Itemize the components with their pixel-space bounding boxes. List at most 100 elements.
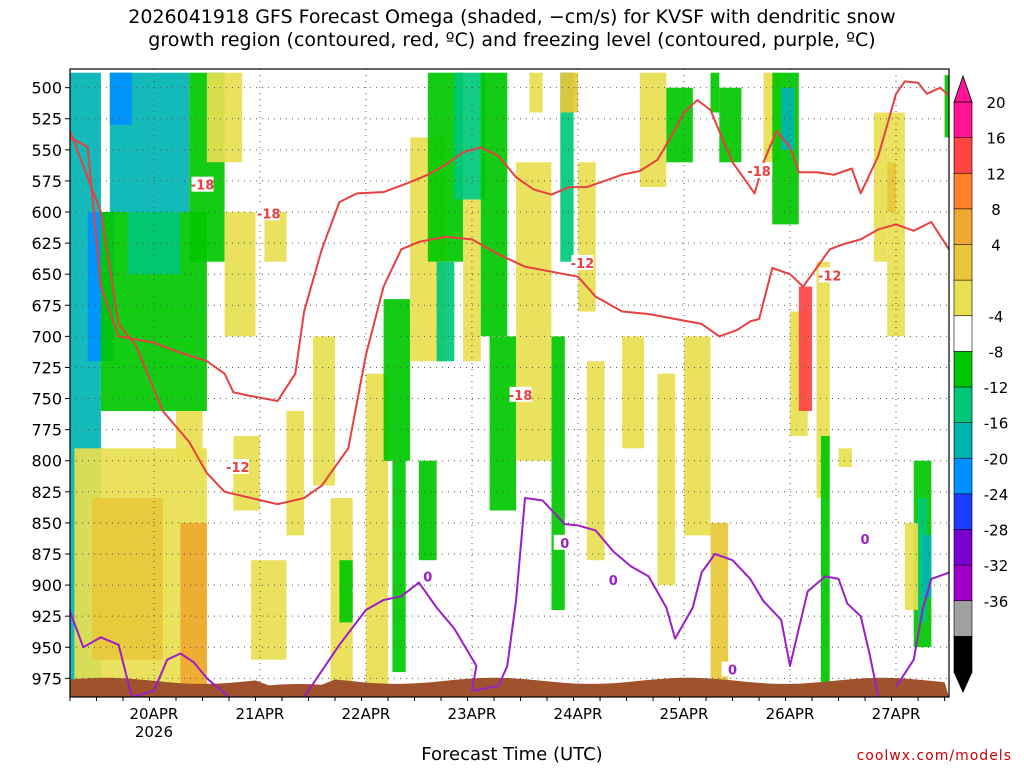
colorbar-swatch (954, 387, 972, 423)
colorbar-swatch (954, 102, 972, 138)
colorbar-bottom-arrow (954, 672, 972, 692)
omega-cell (339, 560, 352, 622)
y-tick-label: 650 (31, 265, 62, 284)
omega-cell (110, 73, 132, 125)
omega-cell (1011, 498, 1020, 660)
colorbar-swatch (954, 351, 972, 387)
colorbar-label: -32 (984, 557, 1009, 575)
colorbar-swatch (954, 636, 972, 672)
y-tick-label: 625 (31, 234, 62, 253)
omega-cell (92, 498, 163, 660)
omega-cell (251, 560, 286, 660)
colorbar-swatch (954, 245, 972, 281)
y-tick-label: 950 (31, 638, 62, 657)
omega-cell (419, 461, 437, 561)
omega-cell (666, 88, 693, 163)
contour-label: -12 (226, 461, 250, 476)
y-tick-label: 800 (31, 452, 62, 471)
contour-label: -18 (509, 389, 533, 404)
y-tick-label: 925 (31, 607, 62, 626)
colorbar-label: -20 (984, 450, 1009, 468)
omega-cell (1006, 361, 1019, 691)
colorbar-swatch (954, 423, 972, 459)
contour-label: 0 (423, 570, 432, 585)
contour-label: 0 (609, 574, 618, 589)
omega-cell (516, 162, 551, 461)
colorbar-label: 8 (991, 201, 1001, 219)
y-tick-label: 750 (31, 390, 62, 409)
omega-shading (70, 73, 1024, 697)
omega-cell (463, 200, 481, 362)
y-tick-label: 900 (31, 576, 62, 595)
omega-cell (1011, 523, 1020, 623)
omega-cell (384, 299, 411, 461)
colorbar-label: -12 (984, 379, 1009, 397)
y-tick-label: 600 (31, 203, 62, 222)
colorbar-label: 16 (986, 130, 1005, 148)
contour-label: -12 (818, 269, 842, 284)
colorbar-swatch (954, 138, 972, 174)
contour-label: -18 (747, 165, 771, 180)
colorbar-label: -28 (984, 522, 1009, 540)
omega-cell (529, 73, 542, 113)
omega-cell (719, 88, 741, 163)
chart: -18-18-18-18-18-18-12-12-12-1200000 5005… (0, 0, 1024, 768)
colorbar-swatch (954, 316, 972, 352)
contour-label: 0 (728, 664, 737, 679)
contour-label: 0 (861, 533, 870, 548)
x-tick-label: 23APR (448, 705, 497, 723)
y-tick-label: 675 (31, 296, 62, 315)
omega-cell (552, 336, 565, 610)
y-tick-label: 975 (31, 669, 62, 688)
omega-cell (711, 73, 720, 113)
colorbar-label: -36 (984, 593, 1009, 611)
contour-label: 0 (560, 537, 569, 552)
omega-cell (454, 73, 485, 200)
y-tick-label: 850 (31, 514, 62, 533)
y-tick-label: 500 (31, 79, 62, 98)
omega-cell (839, 448, 852, 467)
credit-link[interactable]: coolwx.com/models (857, 748, 1012, 764)
omega-cell (821, 436, 830, 685)
omega-cell (887, 162, 896, 212)
colorbar-swatch (954, 458, 972, 494)
omega-cell (923, 535, 932, 597)
x-tick-label: 20APR (130, 705, 179, 723)
colorbar-swatch (954, 601, 972, 637)
x-tick-label: 22APR (342, 705, 391, 723)
y-axis: 500 525 550 575 600 625 650 675 700 725 750 775 800 8… (31, 79, 70, 689)
x-tick-label: 24APR (554, 705, 603, 723)
colorbar-label: 12 (986, 165, 1005, 183)
x-tick-label: 26APR (766, 705, 815, 723)
omega-cell (313, 336, 335, 485)
colorbar-label: -24 (984, 486, 1009, 504)
y-tick-label: 575 (31, 172, 62, 191)
colorbar-label: 4 (991, 237, 1001, 255)
colorbar: 20 16 12 8 4 -4 -8 -12 -16 -20 -24 -28 -32 -36 (954, 76, 1008, 692)
omega-cell (622, 336, 644, 448)
x-tick-label: 25APR (660, 705, 709, 723)
colorbar-swatch (954, 280, 972, 316)
y-tick-label: 725 (31, 358, 62, 377)
colorbar-swatch (954, 494, 972, 530)
colorbar-label: -8 (989, 343, 1004, 361)
colorbar-swatch (954, 565, 972, 601)
omega-cell (905, 523, 918, 610)
omega-cell (560, 73, 578, 113)
omega-cell (176, 411, 203, 461)
colorbar-top-arrow (954, 76, 972, 102)
y-tick-label: 525 (31, 110, 62, 129)
y-tick-label: 825 (31, 483, 62, 502)
colorbar-swatch (954, 209, 972, 245)
x-tick-label: 27APR (872, 705, 921, 723)
y-tick-label: 875 (31, 545, 62, 564)
y-tick-label: 775 (31, 421, 62, 440)
contour-label: -18 (191, 179, 215, 194)
contour-label: -12 (571, 257, 595, 272)
colorbar-label: 20 (986, 94, 1005, 112)
colorbar-swatch (954, 173, 972, 209)
colorbar-label: -4 (989, 308, 1004, 326)
omega-cell (684, 336, 711, 535)
colorbar-label: -16 (984, 415, 1009, 433)
colorbar-swatch (954, 530, 972, 566)
